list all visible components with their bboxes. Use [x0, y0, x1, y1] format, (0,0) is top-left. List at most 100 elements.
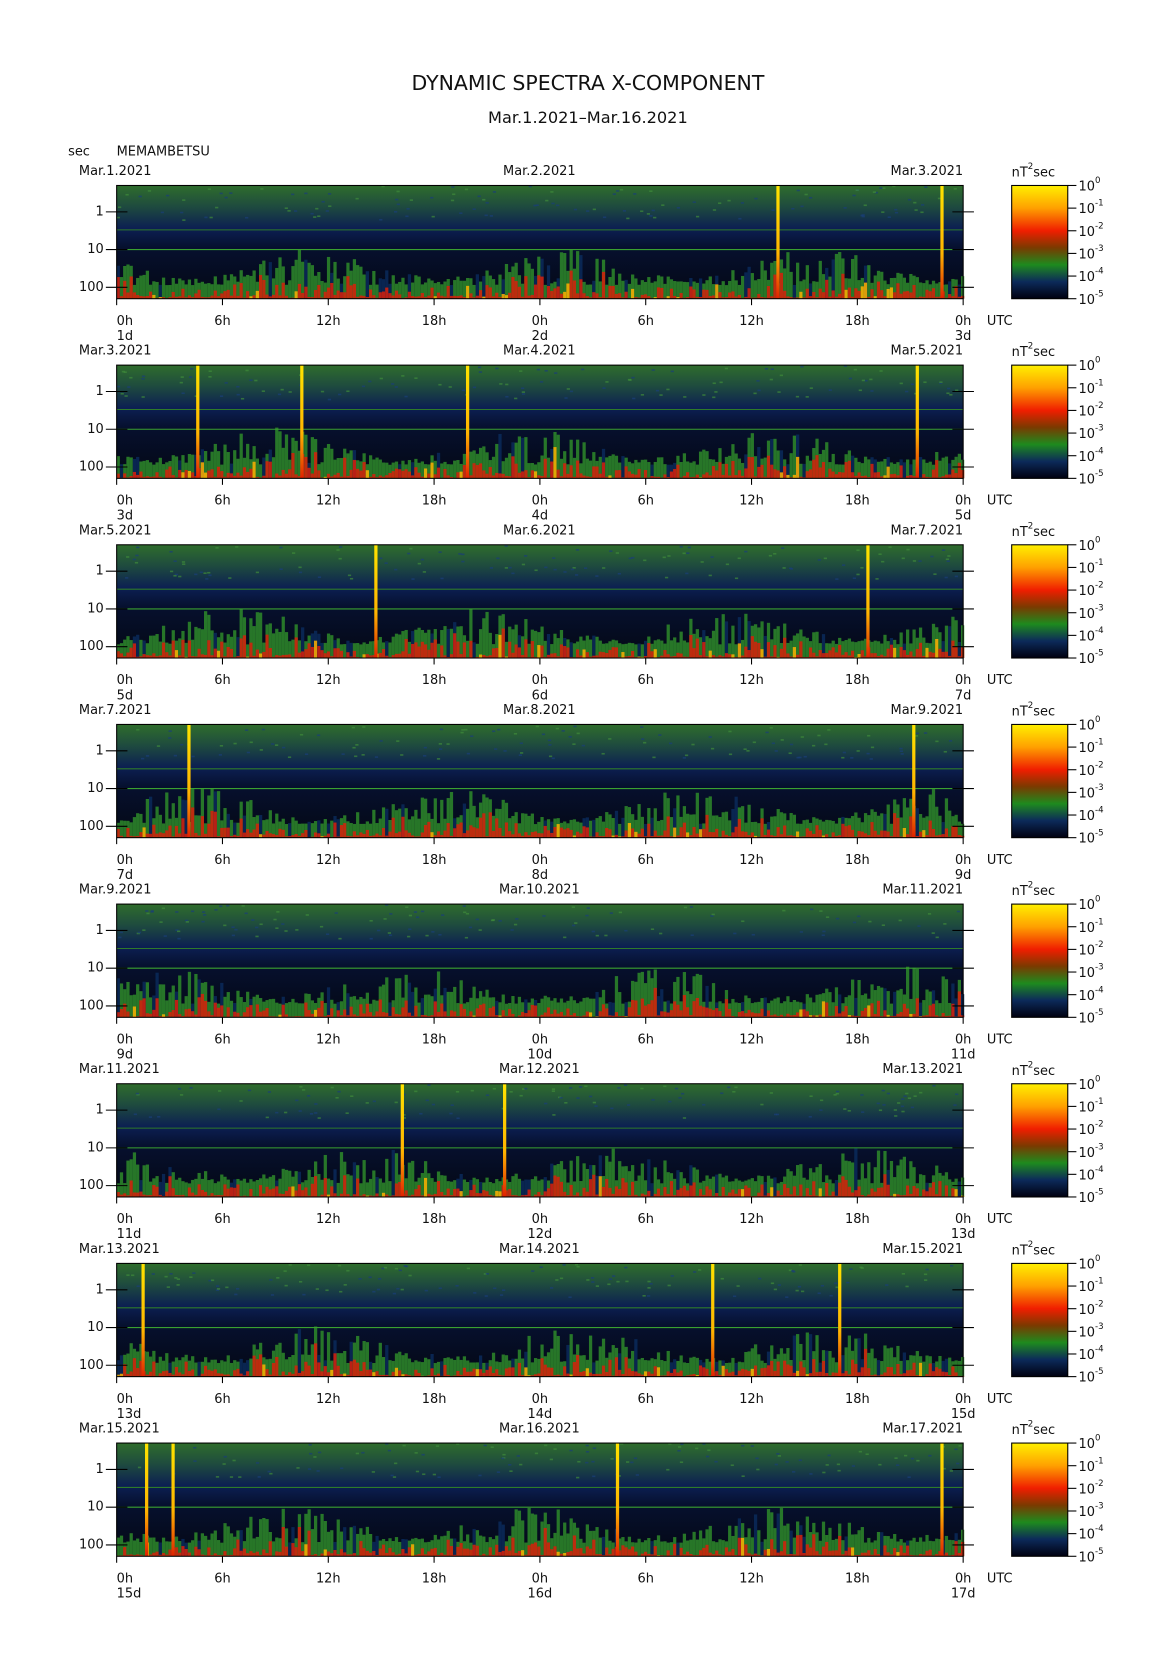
spectrogram-band	[194, 815, 198, 838]
spectrogram-core	[556, 1374, 560, 1377]
spectrogram-speckle	[455, 1284, 459, 1287]
spectrogram-band	[906, 282, 910, 299]
spectrogram-speckle	[861, 215, 865, 218]
spectrogram-core	[504, 475, 509, 479]
x-tick-label: 12h	[316, 314, 341, 329]
spectrogram-band	[566, 464, 570, 479]
spectrogram-band	[365, 821, 369, 838]
spectrogram-band	[356, 265, 360, 299]
spectrogram-speckle	[533, 204, 537, 207]
spectrogram-band	[621, 280, 625, 299]
spectrogram-core	[210, 1370, 214, 1377]
spectrogram-band	[223, 274, 227, 299]
spectrogram-core	[517, 286, 522, 299]
spectrogram-core	[200, 1189, 204, 1197]
spectrogram-core	[876, 472, 881, 479]
spectrogram-band	[705, 985, 709, 1018]
spectrogram-core	[588, 476, 593, 479]
spectrogram-band	[349, 450, 353, 479]
event-spike	[374, 544, 378, 659]
spectrogram-band	[789, 1002, 793, 1018]
spectrogram-core	[521, 1011, 525, 1018]
spectrogram-band	[472, 986, 476, 1018]
spectrogram-band	[129, 1159, 133, 1197]
spectrogram-band	[592, 452, 596, 479]
spectrogram-core	[588, 1012, 593, 1018]
spectrogram-core	[271, 834, 276, 838]
spectrogram-band	[592, 635, 596, 659]
spectrogram-band	[136, 634, 140, 659]
spectrogram-core	[666, 476, 670, 479]
spectrogram-speckle	[769, 1092, 773, 1094]
colorbar-tick-label-base: 10	[1079, 224, 1095, 239]
spectrogram-speckle	[400, 754, 404, 756]
spectrogram-band	[524, 1351, 528, 1377]
spectrogram-core	[378, 835, 382, 838]
spectrogram-core	[423, 297, 428, 299]
spectrogram-band	[585, 997, 589, 1018]
spectrogram-core	[346, 652, 350, 659]
colorbar-unit-exponent: 2	[1028, 880, 1033, 890]
spectrogram-speckle	[919, 1091, 923, 1094]
spectrogram-core	[362, 1362, 366, 1377]
x-tick-label: 12h	[316, 673, 341, 688]
spectrogram-band	[779, 1003, 784, 1018]
spectrogram-core	[773, 1014, 777, 1018]
spectrogram-band	[356, 643, 360, 659]
spectrogram-core	[404, 469, 408, 479]
spectrogram-core	[356, 1362, 360, 1377]
spectrogram-band	[931, 789, 936, 838]
spectrogram-core	[407, 471, 412, 479]
spectrogram-core	[495, 1190, 499, 1197]
spectrogram-core	[398, 469, 402, 479]
spectrogram-core	[524, 832, 528, 838]
spectrogram-band	[724, 811, 729, 838]
colorbar	[1011, 723, 1069, 839]
y-tick-label: 100	[79, 459, 104, 474]
spectrogram-band	[527, 815, 531, 838]
spectrogram-band	[527, 1002, 531, 1018]
event-spike	[400, 1083, 404, 1197]
spectrogram-core	[592, 1373, 596, 1377]
spectrogram-speckle	[881, 1089, 885, 1092]
x-tick-label: 12h	[739, 673, 764, 688]
spectrogram-core	[786, 1364, 790, 1377]
spectrogram-core	[242, 1012, 247, 1018]
spectrogram-core	[349, 1361, 353, 1377]
spectrogram-band	[326, 823, 331, 838]
spectrogram-band	[136, 456, 140, 479]
spectrogram-band	[656, 996, 661, 1018]
spectrogram-band	[313, 821, 318, 838]
spectrogram-speckle	[602, 216, 607, 219]
spectrogram-core	[417, 646, 421, 659]
spectrogram-band	[805, 1332, 809, 1377]
spectrogram-core	[310, 1183, 314, 1197]
spectrogram-core	[346, 475, 350, 479]
spectrogram-speckle	[304, 192, 308, 195]
x-tick-label: 0h	[955, 853, 971, 868]
spectrogram-core	[757, 642, 761, 659]
spectrogram-core	[284, 836, 289, 838]
spectrogram-band	[301, 823, 305, 838]
spectrogram-core	[844, 1006, 848, 1018]
spectrogram-core	[906, 834, 910, 838]
spectrogram-core	[132, 1192, 137, 1197]
spectrogram-band	[579, 822, 583, 838]
spectrogram-speckle	[126, 1274, 130, 1276]
spectrogram-band	[595, 818, 599, 838]
spectrogram-core	[543, 1012, 547, 1018]
spectrogram-band	[948, 1357, 952, 1377]
spectrogram-speckle	[431, 215, 435, 218]
spectrogram-speckle	[136, 1093, 140, 1096]
spectrogram-band	[255, 458, 259, 479]
spectrogram-speckle	[499, 1294, 504, 1296]
spectrogram-core	[954, 646, 958, 659]
spectrogram-core	[825, 1002, 829, 1018]
spectrogram-core	[880, 830, 884, 838]
spectrogram-core	[928, 651, 932, 659]
spectrogram-core	[126, 827, 130, 838]
spectrogram-band	[262, 820, 266, 838]
spectrogram-band	[372, 809, 376, 838]
spectrogram-band	[294, 1002, 298, 1018]
spectrogram-band	[857, 461, 861, 479]
